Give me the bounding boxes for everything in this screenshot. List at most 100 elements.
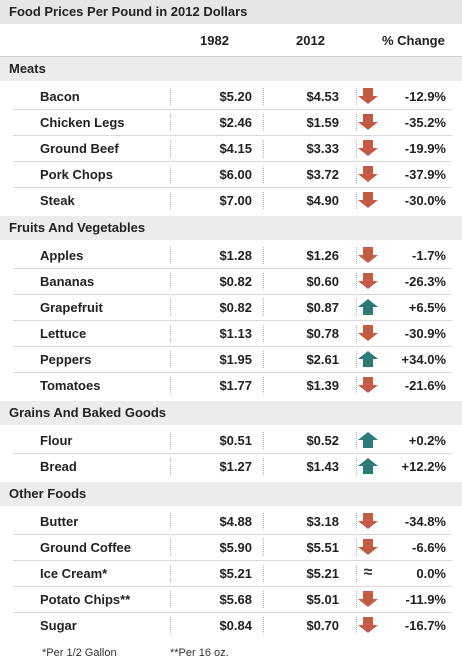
percent-change: -12.9% (404, 89, 446, 104)
food-name: Bread (40, 459, 77, 474)
column-divider (356, 513, 357, 530)
food-name: Ground Beef (40, 141, 119, 156)
column-divider (170, 458, 171, 475)
price-2012: $1.59 (306, 115, 339, 130)
column-divider (356, 591, 357, 608)
price-2012: $2.61 (306, 352, 339, 367)
table-row: Peppers $1.95 $2.61 +34.0% (13, 347, 452, 373)
table-row: Ground Beef $4.15 $3.33 -19.9% (13, 136, 452, 162)
price-1982: $0.84 (219, 618, 252, 633)
table-row: Potato Chips** $5.68 $5.01 -11.9% (13, 587, 452, 613)
column-divider (170, 513, 171, 530)
price-1982: $0.51 (219, 433, 252, 448)
column-divider (263, 140, 264, 157)
price-1982: $4.15 (219, 141, 252, 156)
column-divider (356, 273, 357, 290)
food-name: Ice Cream* (40, 566, 108, 581)
column-divider (170, 591, 171, 608)
table-row: Ice Cream* $5.21 $5.21 ≈0.0% (13, 561, 452, 587)
price-2012: $1.26 (306, 248, 339, 263)
column-divider (263, 617, 264, 634)
price-1982: $1.13 (219, 326, 252, 341)
percent-change: +0.2% (408, 433, 446, 448)
price-1982: $5.90 (219, 540, 252, 555)
column-divider (263, 591, 264, 608)
column-divider (356, 88, 357, 105)
price-1982: $5.68 (219, 592, 252, 607)
price-1982: $7.00 (219, 193, 252, 208)
arrow-down-icon (356, 165, 380, 183)
section-title: Meats (0, 57, 462, 81)
food-name: Ground Coffee (40, 540, 131, 555)
food-name: Flour (40, 433, 73, 448)
price-2012: $0.60 (306, 274, 339, 289)
column-divider (263, 565, 264, 582)
column-divider (170, 166, 171, 183)
price-2012: $1.39 (306, 378, 339, 393)
table-row: Lettuce $1.13 $0.78 -30.9% (13, 321, 452, 347)
table-row: Bananas $0.82 $0.60 -26.3% (13, 269, 452, 295)
table-row: Ground Coffee $5.90 $5.51 -6.6% (13, 535, 452, 561)
page-title: Food Prices Per Pound in 2012 Dollars (9, 4, 248, 19)
column-divider (170, 432, 171, 449)
footnote-ice-cream: *Per 1/2 Gallon (42, 647, 117, 659)
column-divider (170, 247, 171, 264)
price-1982: $5.20 (219, 89, 252, 104)
arrow-down-icon (356, 113, 380, 131)
food-name: Potato Chips** (40, 592, 131, 607)
column-divider (170, 351, 171, 368)
price-2012: $5.01 (306, 592, 339, 607)
column-divider (263, 325, 264, 342)
column-divider (263, 432, 264, 449)
percent-change: -21.6% (404, 378, 446, 393)
column-header-2012: 2012 (296, 33, 325, 48)
price-1982: $1.27 (219, 459, 252, 474)
column-divider (356, 247, 357, 264)
column-divider (170, 617, 171, 634)
price-1982: $4.88 (219, 514, 252, 529)
column-header-row: 1982 2012 % Change (0, 24, 462, 57)
column-divider (170, 140, 171, 157)
column-divider (263, 247, 264, 264)
arrow-down-icon (356, 324, 380, 342)
arrow-up-icon (356, 431, 380, 449)
arrow-down-icon (356, 272, 380, 290)
price-table: Meats Bacon $5.20 $4.53 -12.9% Chicken Legs $2… (0, 57, 462, 638)
arrow-up-icon (356, 298, 380, 316)
column-divider (356, 565, 357, 582)
table-row: Chicken Legs $2.46 $1.59 -35.2% (13, 110, 452, 136)
price-1982: $5.21 (219, 566, 252, 581)
price-1982: $0.82 (219, 274, 252, 289)
price-1982: $6.00 (219, 167, 252, 182)
arrow-down-icon (356, 376, 380, 394)
food-name: Peppers (40, 352, 92, 367)
percent-change: -19.9% (404, 141, 446, 156)
percent-change: -16.7% (404, 618, 446, 633)
price-2012: $0.52 (306, 433, 339, 448)
arrow-down-icon (356, 590, 380, 608)
percent-change: 0.0% (416, 566, 446, 581)
arrow-down-icon (356, 191, 380, 209)
food-name: Sugar (40, 618, 77, 633)
column-divider (170, 539, 171, 556)
arrow-down-icon (356, 246, 380, 264)
column-divider (356, 377, 357, 394)
percent-change: -11.9% (405, 592, 446, 607)
section-title: Fruits And Vegetables (0, 216, 462, 240)
price-1982: $0.82 (219, 300, 252, 315)
title-bar: Food Prices Per Pound in 2012 Dollars (0, 0, 462, 24)
food-name: Tomatoes (40, 378, 101, 393)
food-name: Butter (40, 514, 79, 529)
price-1982: $1.95 (219, 352, 252, 367)
arrow-up-icon (356, 350, 380, 368)
arrow-down-icon (356, 139, 380, 157)
column-divider (263, 299, 264, 316)
column-divider (263, 114, 264, 131)
table-row: Flour $0.51 $0.52 +0.2% (13, 428, 452, 454)
column-divider (263, 513, 264, 530)
price-1982: $2.46 (219, 115, 252, 130)
column-divider (170, 377, 171, 394)
column-divider (356, 166, 357, 183)
column-divider (356, 114, 357, 131)
column-divider (170, 88, 171, 105)
